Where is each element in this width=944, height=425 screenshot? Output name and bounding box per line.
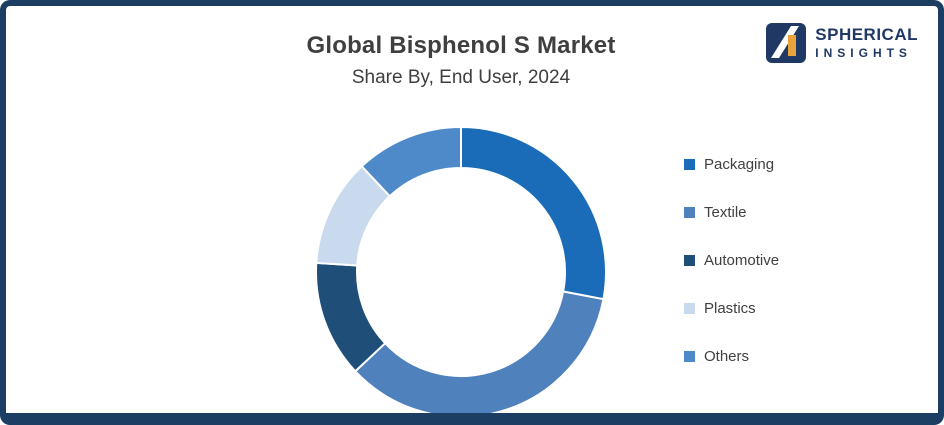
- legend-item-automotive: Automotive: [684, 250, 779, 270]
- logo-text: SPHERICAL INSIGHTS: [815, 25, 918, 60]
- legend-label: Others: [704, 347, 750, 365]
- donut-segment-textile: [354, 290, 605, 413]
- legend-label: Textile: [704, 203, 747, 221]
- chart-subtitle: Share By, End User, 2024: [351, 67, 571, 88]
- spherical-insights-logo: SPHERICAL INSIGHTS: [765, 22, 918, 64]
- logo-line1: SPHERICAL: [815, 25, 918, 45]
- chart-title: Global Bisphenol S Market: [306, 32, 616, 59]
- spherical-insights-logo-icon: [766, 23, 807, 63]
- legend-marker-textile: [684, 206, 695, 218]
- legend-item-others: Others: [684, 346, 779, 366]
- donut-segment-others: [360, 126, 462, 198]
- legend-label: Plastics: [704, 299, 756, 317]
- chart-legend: Packaging Textile Automotive Plastics Ot…: [684, 154, 779, 394]
- legend-marker-automotive: [684, 254, 695, 266]
- legend-marker-packaging: [684, 158, 695, 170]
- legend-marker-plastics: [684, 302, 695, 314]
- legend-item-plastics: Plastics: [684, 298, 779, 318]
- legend-label: Packaging: [704, 155, 775, 173]
- legend-label: Automotive: [704, 251, 780, 269]
- donut-segment-packaging: [460, 126, 607, 301]
- chart-header: Global Bisphenol S Market Share By, End …: [6, 32, 916, 89]
- legend-item-textile: Textile: [684, 202, 779, 222]
- logo-line2: INSIGHTS: [815, 45, 912, 60]
- legend-marker-others: [684, 350, 695, 362]
- donut-chart: [311, 122, 611, 413]
- donut-chart-svg: [315, 126, 607, 413]
- legend-item-packaging: Packaging: [684, 154, 779, 174]
